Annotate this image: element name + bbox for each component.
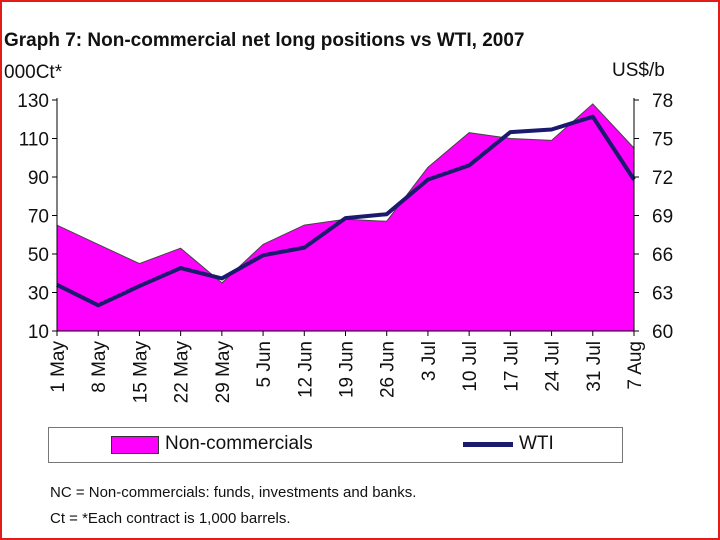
x-tick-label: 5 Jun — [254, 341, 275, 387]
right-tick-label: 69 — [652, 207, 673, 228]
legend-label-wti: WTI — [519, 433, 554, 454]
x-tick-label: 10 Jul — [460, 341, 481, 392]
line-wti — [56, 114, 636, 308]
x-tick-label: 12 Jun — [295, 341, 316, 398]
right-tick-label: 78 — [652, 91, 673, 112]
right-tick-label: 72 — [652, 168, 673, 189]
left-tick-label: 30 — [28, 284, 49, 305]
left-tick-label: 10 — [28, 322, 49, 343]
x-tick-label: 29 May — [213, 341, 234, 404]
left-tick-label: 110 — [19, 130, 49, 151]
footnote-ct: Ct = *Each contract is 1,000 barrels. — [50, 510, 291, 527]
x-tick-label: 19 Jun — [337, 341, 358, 398]
legend-swatch-noncommercials — [111, 436, 159, 454]
x-tick-label: 8 May — [89, 341, 110, 393]
x-tick-label: 31 Jul — [584, 341, 605, 392]
legend: Non-commercials WTI — [48, 427, 623, 463]
right-tick-label: 60 — [652, 322, 673, 343]
x-tick-label: 1 May — [48, 341, 69, 393]
right-axis-unit: US$/b — [612, 60, 665, 81]
chart-area: 130 110 90 70 50 30 10 78 75 72 69 66 63 60 1 May 8 May… — [17, 91, 673, 404]
left-tick-label: 50 — [28, 245, 49, 266]
legend-label-noncommercials: Non-commercials — [165, 433, 313, 454]
legend-swatch-wti — [463, 442, 513, 447]
left-axis-unit: 000Ct* — [4, 62, 63, 83]
x-tick-label: 3 Jul — [419, 341, 440, 381]
left-tick-label: 90 — [28, 168, 49, 189]
x-tick-label: 15 May — [130, 341, 151, 404]
chart-title: Graph 7: Non-commercial net long positio… — [4, 30, 525, 51]
right-tick-label: 63 — [652, 284, 673, 305]
x-tick-label: 22 May — [172, 341, 193, 404]
left-tick-label: 70 — [28, 207, 49, 228]
left-tick-label: 130 — [17, 91, 49, 112]
x-tick-label: 17 Jul — [501, 341, 522, 392]
right-tick-label: 66 — [652, 245, 673, 266]
x-tick-label: 24 Jul — [543, 341, 564, 392]
right-tick-label: 75 — [652, 130, 673, 151]
x-tick-label: 7 Aug — [625, 341, 646, 390]
footnote-nc: NC = Non-commercials: funds, investments… — [50, 484, 417, 501]
x-tick-label: 26 Jun — [378, 341, 399, 398]
